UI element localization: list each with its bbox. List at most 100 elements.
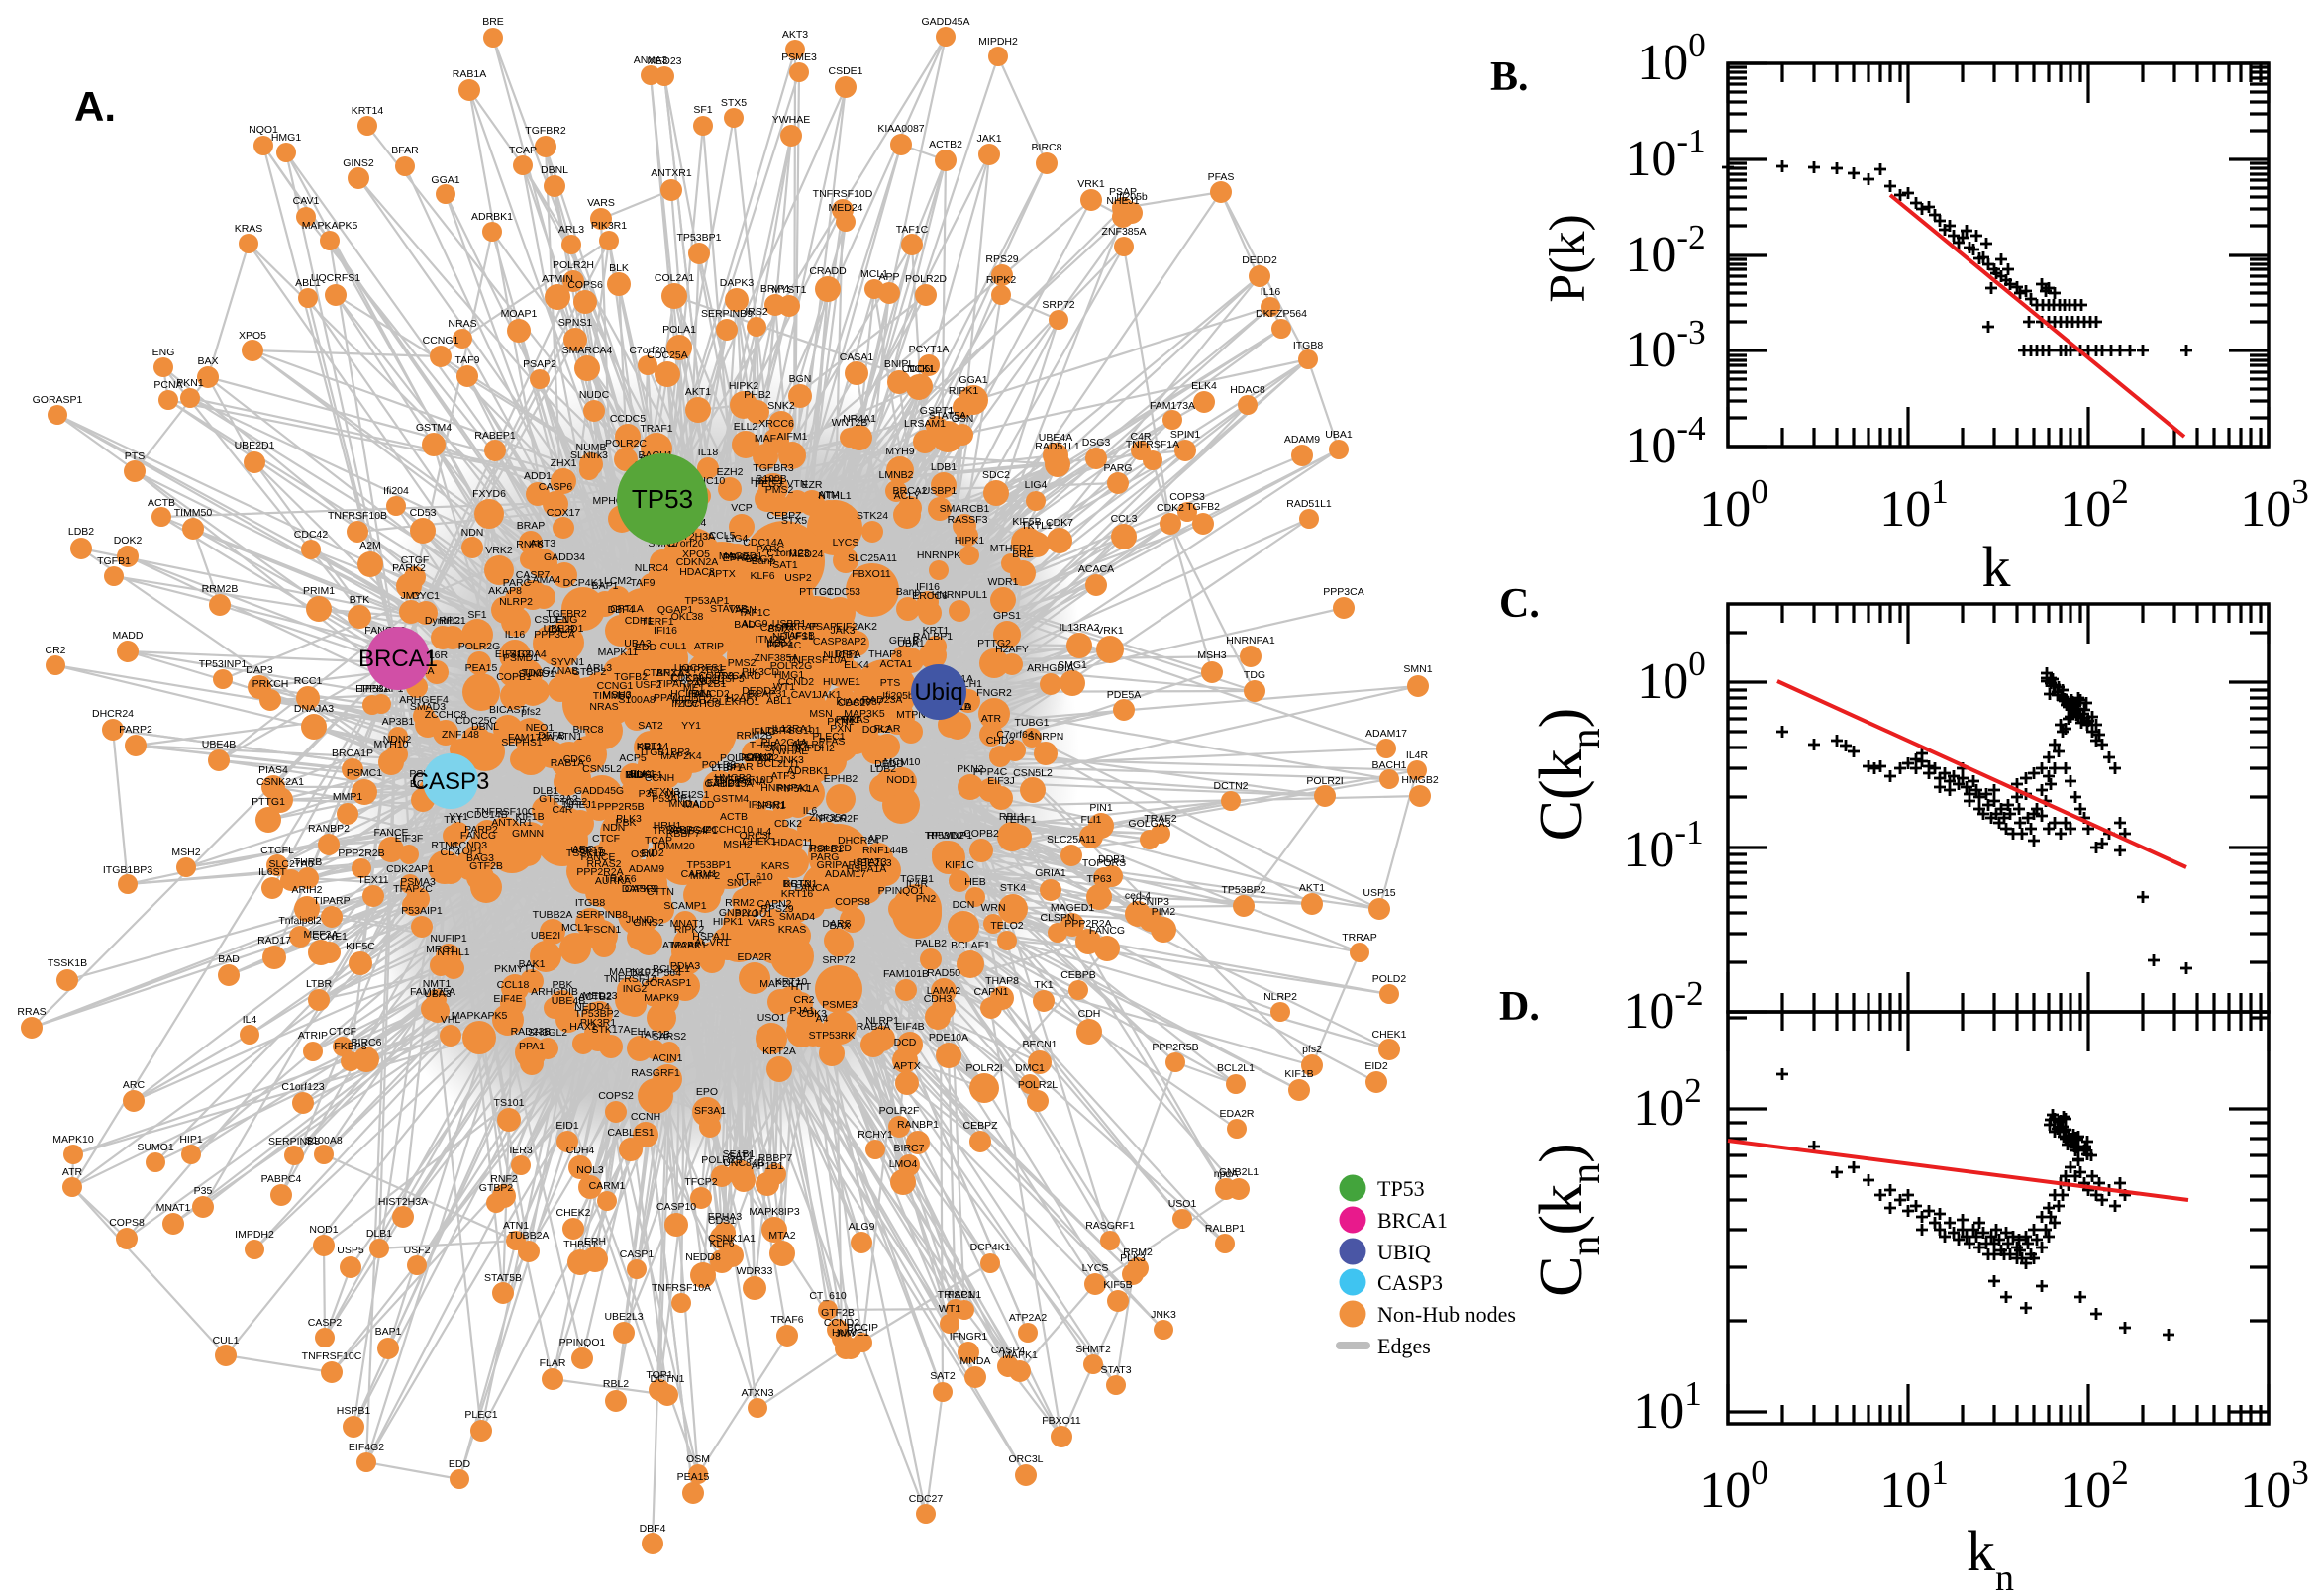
svg-text:POLD2: POLD2 [1372, 973, 1407, 985]
svg-text:NDUFS1: NDUFS1 [772, 631, 814, 643]
svg-text:THAP8: THAP8 [868, 648, 902, 660]
svg-text:ABL1: ABL1 [295, 277, 321, 289]
svg-text:TNFRSF10C: TNFRSF10C [475, 806, 536, 818]
svg-text:FANCG: FANCG [460, 830, 496, 842]
svg-text:UBE4B: UBE4B [552, 995, 585, 1007]
svg-text:CSDE1: CSDE1 [828, 65, 862, 77]
svg-text:FAM173A: FAM173A [508, 732, 554, 744]
svg-text:POLR2I: POLR2I [1306, 775, 1343, 787]
svg-text:CAPN1: CAPN1 [973, 986, 1008, 998]
svg-text:NUDC: NUDC [579, 389, 610, 401]
svg-text:PIP5K1A: PIP5K1A [777, 783, 820, 795]
svg-text:PPP3CA: PPP3CA [1323, 586, 1364, 598]
svg-text:EIF2AK2: EIF2AK2 [836, 621, 877, 633]
svg-text:UBE2I: UBE2I [531, 930, 560, 942]
svg-text:POLD2: POLD2 [702, 759, 737, 771]
svg-text:PPP2R2B: PPP2R2B [338, 848, 384, 859]
svg-text:DKFZP564: DKFZP564 [630, 967, 681, 979]
svg-text:PRIM1: PRIM1 [303, 585, 335, 597]
svg-text:HEB: HEB [964, 876, 986, 888]
svg-text:FANCE: FANCE [373, 827, 408, 839]
svg-text:EDD: EDD [635, 642, 657, 653]
svg-text:ARHGDIA: ARHGDIA [1027, 662, 1074, 674]
svg-text:YWHAE: YWHAE [770, 746, 809, 757]
svg-text:DSG3: DSG3 [1082, 437, 1111, 449]
svg-text:TGFB2: TGFB2 [1186, 501, 1220, 513]
svg-text:PSMD1: PSMD1 [503, 652, 539, 664]
svg-text:WNT2B: WNT2B [832, 417, 868, 429]
svg-text:SF3A1: SF3A1 [694, 1105, 726, 1117]
svg-text:ATRIP: ATRIP [298, 1030, 328, 1042]
svg-text:HIP1: HIP1 [717, 778, 741, 790]
svg-text:RRM2: RRM2 [725, 897, 755, 909]
svg-text:HUWE1: HUWE1 [832, 1327, 869, 1339]
svg-text:IL4R: IL4R [906, 878, 929, 890]
svg-text:COPS8: COPS8 [109, 1217, 145, 1229]
svg-text:NEO1: NEO1 [526, 722, 555, 734]
svg-text:SEPHS1: SEPHS1 [501, 737, 543, 748]
svg-text:CDC14B: CDC14B [466, 809, 507, 821]
svg-text:CSN5L2: CSN5L2 [582, 763, 622, 775]
svg-text:KRT2A: KRT2A [762, 1046, 796, 1057]
svg-text:C4R: C4R [552, 804, 572, 816]
svg-text:HSPE1: HSPE1 [751, 475, 785, 487]
svg-text:BID: BID [626, 769, 644, 781]
svg-text:POLR2C: POLR2C [605, 438, 647, 449]
svg-text:ZHX1: ZHX1 [551, 457, 577, 469]
svg-text:BAX: BAX [197, 355, 218, 367]
svg-text:DKFZP564: DKFZP564 [1256, 308, 1307, 320]
svg-text:TIPARP: TIPARP [656, 678, 693, 690]
svg-text:FAM101B: FAM101B [883, 968, 929, 980]
svg-text:CUL1: CUL1 [660, 641, 687, 652]
svg-text:SLC27A6: SLC27A6 [269, 858, 314, 870]
svg-text:CSN5L2: CSN5L2 [1013, 767, 1053, 779]
svg-text:PLK3: PLK3 [616, 813, 642, 825]
svg-text:TIMM50: TIMM50 [593, 690, 632, 702]
svg-text:ITGB8: ITGB8 [1293, 340, 1324, 351]
svg-text:UBE4A: UBE4A [1039, 432, 1072, 444]
svg-text:ABL1: ABL1 [766, 695, 792, 707]
svg-text:ZNF385A: ZNF385A [1102, 226, 1147, 238]
svg-text:ACTA1: ACTA1 [879, 658, 912, 670]
svg-text:RRAS: RRAS [841, 714, 869, 726]
svg-text:RALBP1: RALBP1 [913, 631, 953, 643]
svg-text:EPHA3: EPHA3 [708, 1211, 743, 1223]
svg-text:MSH3: MSH3 [602, 689, 631, 701]
svg-text:ATN1: ATN1 [503, 1220, 529, 1232]
svg-text:SPIN1: SPIN1 [756, 800, 786, 812]
svg-text:BCL2L1: BCL2L1 [1217, 1062, 1255, 1074]
svg-text:DAP3: DAP3 [246, 664, 273, 676]
svg-text:MAPKAPK5: MAPKAPK5 [452, 1010, 508, 1022]
svg-text:SHMT2: SHMT2 [1075, 1344, 1111, 1355]
svg-text:Ubiq: Ubiq [914, 679, 962, 706]
svg-text:EPHB2: EPHB2 [824, 773, 858, 785]
svg-text:POLR2B: POLR2B [701, 1154, 742, 1166]
svg-text:TOP1: TOP1 [646, 1369, 672, 1381]
svg-text:TUBG1: TUBG1 [1014, 717, 1049, 729]
svg-text:MED24: MED24 [788, 549, 823, 560]
svg-text:JAK3: JAK3 [830, 625, 855, 637]
svg-text:PTTG1: PTTG1 [799, 586, 833, 598]
svg-text:NRAS: NRAS [448, 318, 476, 330]
svg-text:PARC: PARC [757, 544, 785, 555]
svg-text:ADRBK1: ADRBK1 [787, 765, 829, 777]
svg-text:GTF2B: GTF2B [821, 1307, 855, 1319]
svg-text:NOD1: NOD1 [886, 774, 915, 786]
svg-text:MCM10: MCM10 [884, 756, 921, 768]
svg-text:GADD45A: GADD45A [921, 16, 969, 28]
svg-text:EIF4E: EIF4E [493, 993, 522, 1005]
svg-text:DOK2: DOK2 [114, 535, 143, 547]
svg-text:TSSK1B: TSSK1B [48, 957, 87, 969]
svg-text:TKTL1: TKTL1 [1021, 520, 1053, 532]
svg-text:NQO1: NQO1 [696, 675, 726, 687]
svg-text:SUMO1: SUMO1 [518, 668, 556, 680]
svg-text:PPINQO1: PPINQO1 [878, 885, 925, 897]
svg-text:CR2: CR2 [793, 994, 814, 1006]
svg-text:LDB1: LDB1 [931, 461, 957, 473]
svg-text:ATN1: ATN1 [556, 731, 582, 743]
svg-text:TRAF6: TRAF6 [770, 1314, 803, 1326]
svg-text:TFCP2: TFCP2 [684, 1176, 717, 1188]
svg-text:LIG4: LIG4 [1025, 479, 1048, 491]
svg-text:PPP3CA: PPP3CA [534, 629, 574, 641]
svg-text:CDH3: CDH3 [924, 993, 953, 1005]
